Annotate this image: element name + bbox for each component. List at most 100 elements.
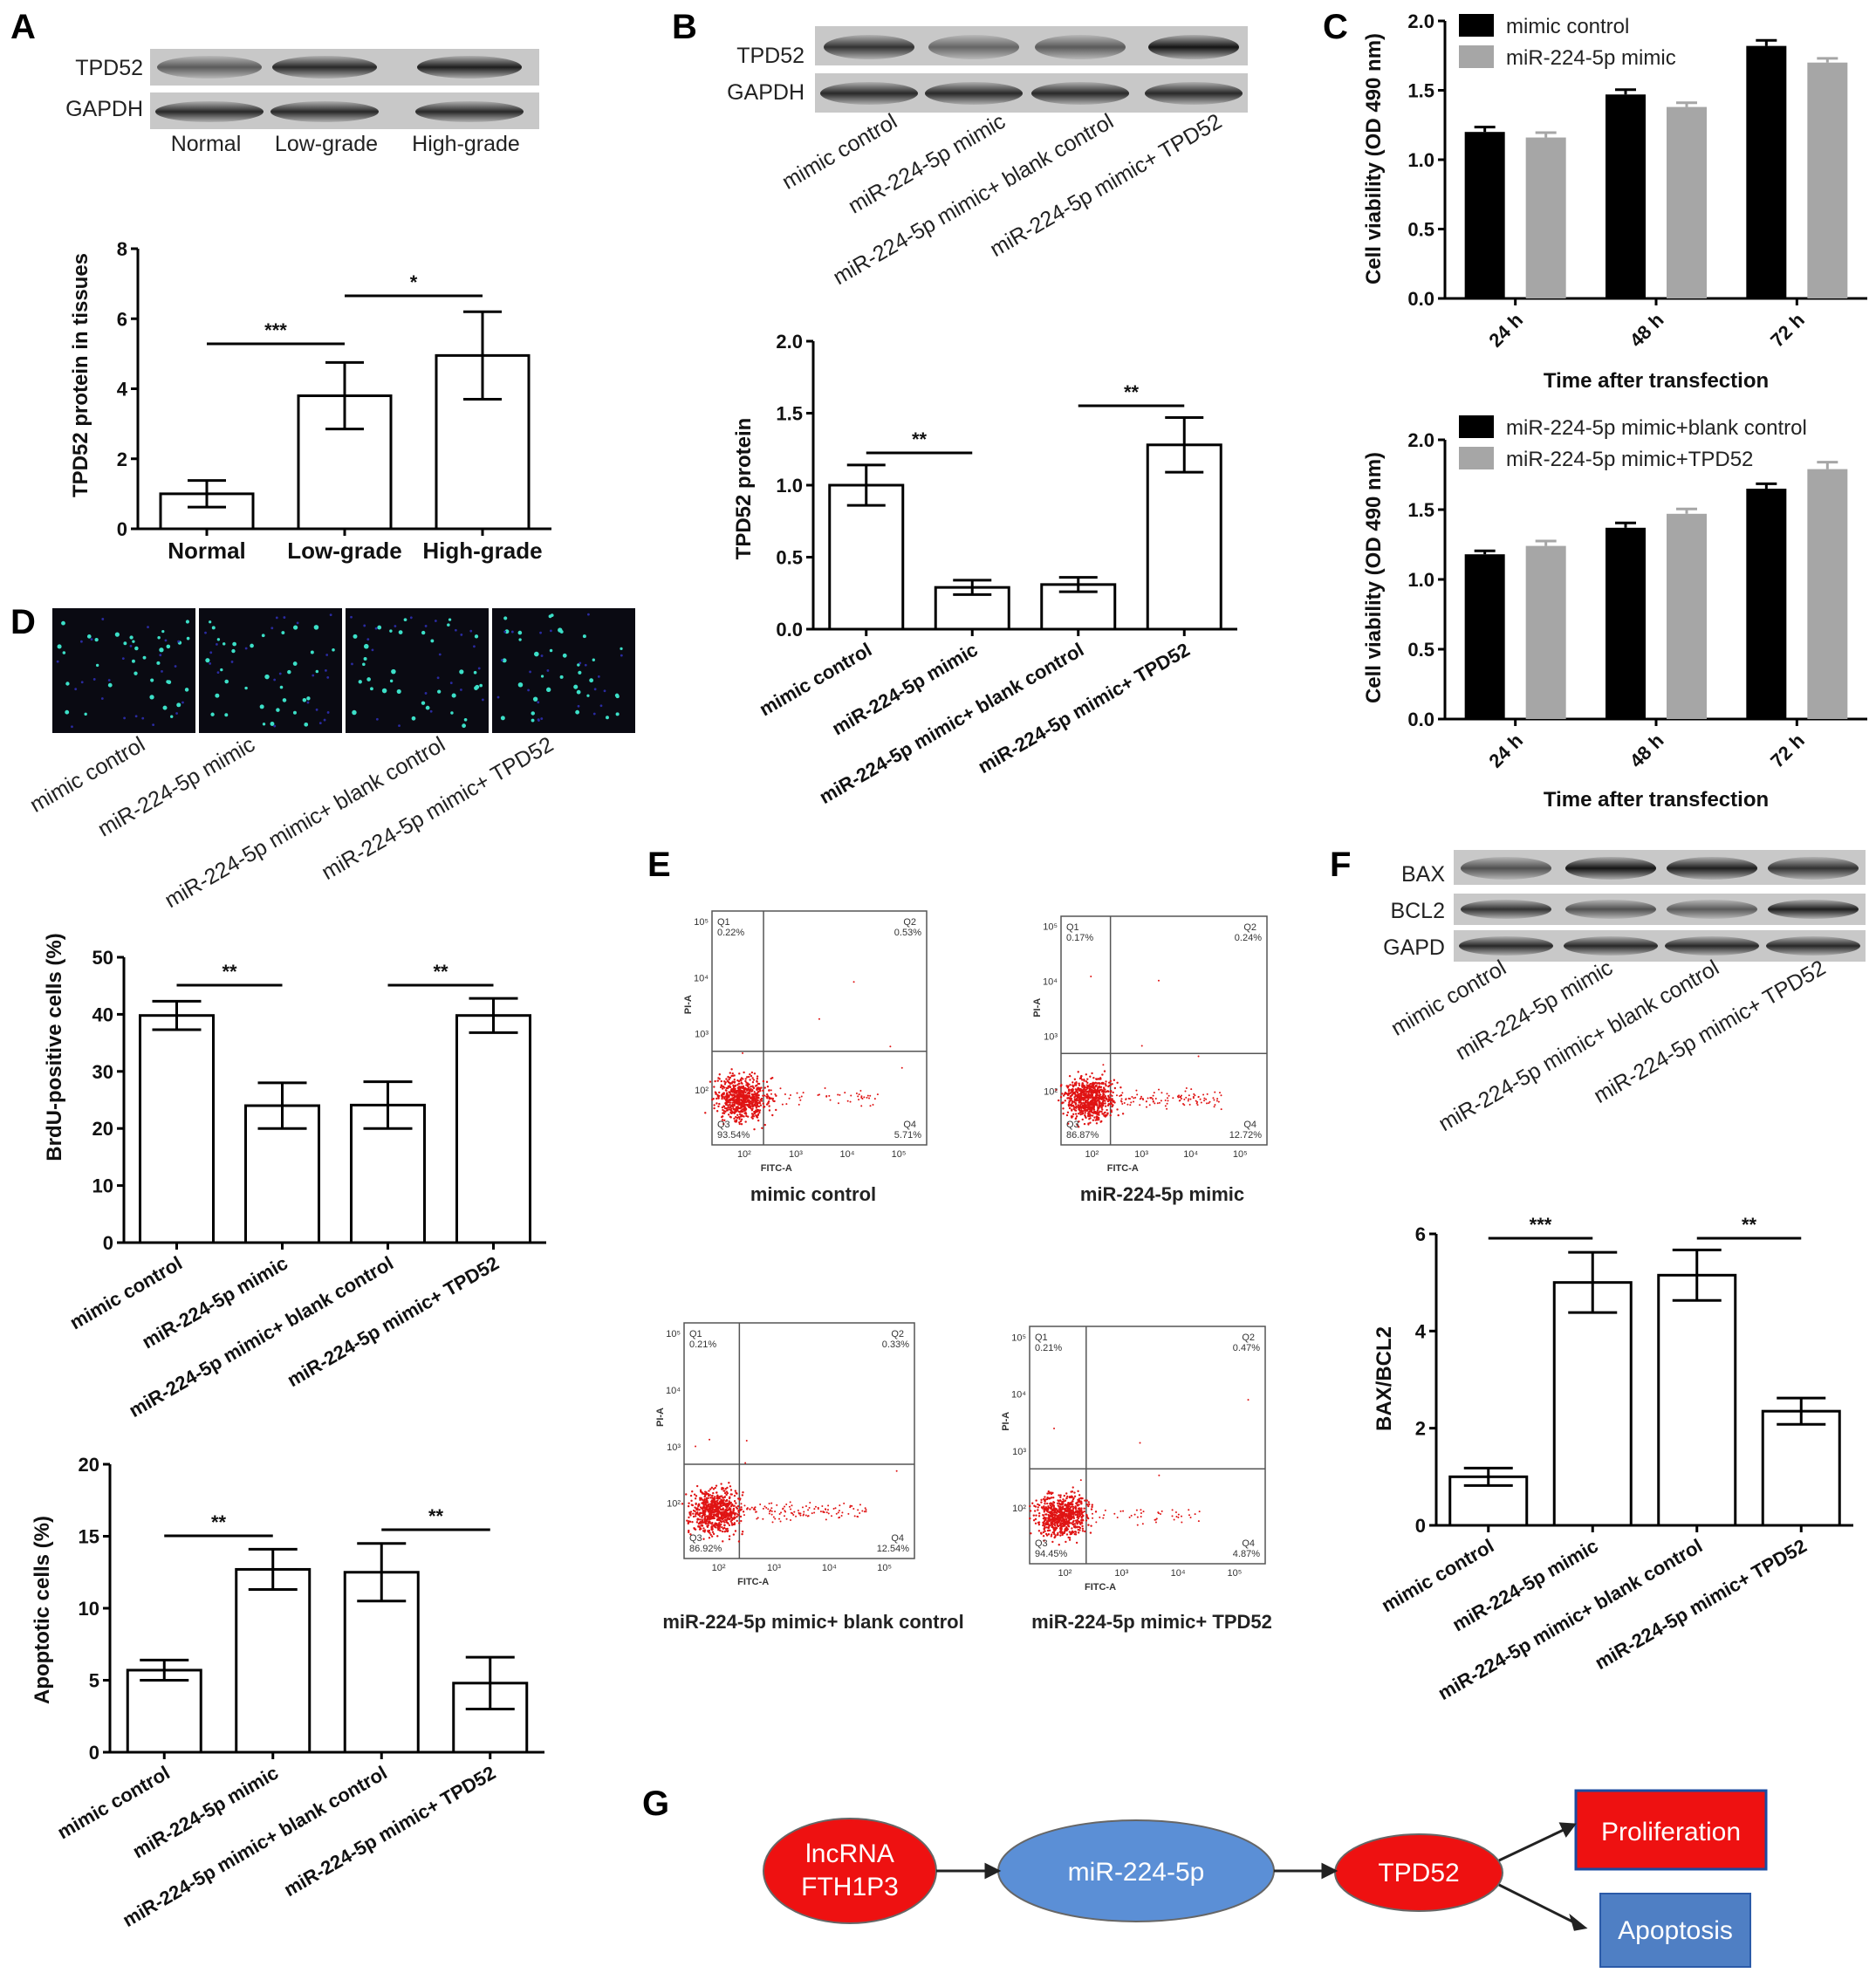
- event-dot: [1077, 1531, 1080, 1534]
- event-dot: [718, 1091, 721, 1094]
- cell-nucleus: [100, 697, 104, 700]
- event-dot: [740, 1118, 743, 1121]
- event-dot: [1065, 1492, 1068, 1495]
- event-dot: [1188, 1103, 1191, 1106]
- event-dot: [709, 1497, 712, 1499]
- event-dot: [1142, 1511, 1145, 1513]
- event-dot: [1106, 1104, 1110, 1106]
- event-dot: [707, 1504, 709, 1508]
- event-dot: [1056, 1522, 1059, 1524]
- event-dot: [1167, 1100, 1169, 1102]
- event-dot: [1121, 1113, 1125, 1115]
- cell-nucleus: [430, 639, 435, 643]
- event-dot: [729, 1082, 733, 1085]
- event-dot: [699, 1490, 702, 1493]
- event-dot: [743, 1115, 745, 1118]
- event-dot: [725, 1503, 728, 1505]
- event-dot: [717, 1105, 720, 1108]
- blot-band: [1565, 857, 1656, 880]
- event-dot: [1074, 1506, 1078, 1509]
- event-dot: [1079, 1093, 1082, 1096]
- event-dot: [1147, 1097, 1149, 1100]
- cell-nucleus: [577, 704, 580, 708]
- cell-nucleus: [209, 620, 212, 624]
- event-dot: [1112, 1091, 1114, 1094]
- event-dot: [723, 1106, 727, 1110]
- event-dot: [729, 1072, 731, 1074]
- event-dot: [730, 1493, 733, 1496]
- event-dot: [701, 1492, 704, 1495]
- event-dot: [1047, 1525, 1051, 1528]
- event-dot: [1072, 1517, 1076, 1519]
- event-dot: [729, 1485, 732, 1488]
- event-dot: [1148, 1104, 1151, 1106]
- event-dot: [763, 1086, 766, 1089]
- cell-nucleus: [170, 715, 174, 718]
- event-dot: [1069, 1507, 1072, 1510]
- event-dot: [722, 1110, 726, 1113]
- cell-nucleus: [209, 651, 213, 654]
- event-dot: [732, 1086, 735, 1090]
- significance-label: ***: [264, 319, 287, 341]
- cell-nucleus: [389, 679, 394, 683]
- event-dot: [1093, 1100, 1097, 1103]
- event-dot: [860, 1095, 863, 1098]
- significance-label: **: [1742, 1214, 1757, 1236]
- cell-nucleus: [460, 634, 463, 636]
- event-dot: [1050, 1506, 1053, 1510]
- event-dot: [762, 1102, 764, 1105]
- event-dot: [750, 1085, 752, 1088]
- event-dot: [1063, 1507, 1065, 1511]
- panel-f-letter: F: [1330, 846, 1351, 884]
- event-dot: [1064, 1516, 1067, 1518]
- event-dot: [696, 1518, 699, 1521]
- event-dot: [818, 1017, 820, 1020]
- event-dot: [1085, 1503, 1089, 1506]
- event-dot: [1051, 1533, 1053, 1536]
- event-dot: [1040, 1501, 1043, 1504]
- event-dot: [688, 1531, 690, 1534]
- event-dot: [1092, 1098, 1095, 1101]
- cell-nucleus: [315, 669, 319, 674]
- cell-nucleus: [537, 718, 540, 721]
- cell-nucleus: [132, 640, 135, 643]
- y-tick-label: 0.5: [1407, 219, 1434, 241]
- event-dot: [703, 1531, 706, 1533]
- legend: mimic control miR-224-5p mimic: [1459, 14, 1676, 70]
- cell-nucleus: [80, 681, 84, 684]
- event-dot: [728, 1094, 730, 1097]
- event-dot: [737, 1082, 740, 1086]
- event-dot: [1133, 1097, 1135, 1100]
- event-dot: [835, 1512, 838, 1515]
- event-dot: [1091, 1504, 1094, 1506]
- event-dot: [1082, 1093, 1085, 1097]
- event-dot: [1091, 1072, 1093, 1075]
- event-dot: [1088, 1103, 1092, 1106]
- cell-nucleus: [463, 717, 468, 722]
- event-dot: [1078, 1120, 1080, 1123]
- event-dot: [1152, 1094, 1154, 1097]
- cell-nucleus: [584, 663, 587, 667]
- event-dot: [757, 1119, 760, 1122]
- cell-nucleus: [177, 640, 180, 643]
- event-dot: [829, 1099, 832, 1101]
- cell-nucleus: [350, 615, 353, 619]
- event-dot: [1080, 1509, 1083, 1511]
- event-dot: [721, 1525, 723, 1529]
- event-dot: [738, 1072, 741, 1075]
- event-dot: [723, 1524, 726, 1526]
- event-dot: [711, 1510, 714, 1513]
- event-dot: [1068, 1517, 1071, 1520]
- event-dot: [769, 1510, 771, 1512]
- event-dot: [1140, 1095, 1143, 1098]
- cell-nucleus: [577, 663, 580, 667]
- event-dot: [876, 1093, 879, 1096]
- event-dot: [751, 1089, 754, 1092]
- event-dot: [1067, 1509, 1070, 1511]
- event-dot: [741, 1532, 743, 1536]
- quadrant-name: Q2: [903, 917, 916, 928]
- event-dot: [1203, 1100, 1206, 1102]
- event-dot: [1066, 1093, 1070, 1097]
- event-dot: [783, 1515, 785, 1517]
